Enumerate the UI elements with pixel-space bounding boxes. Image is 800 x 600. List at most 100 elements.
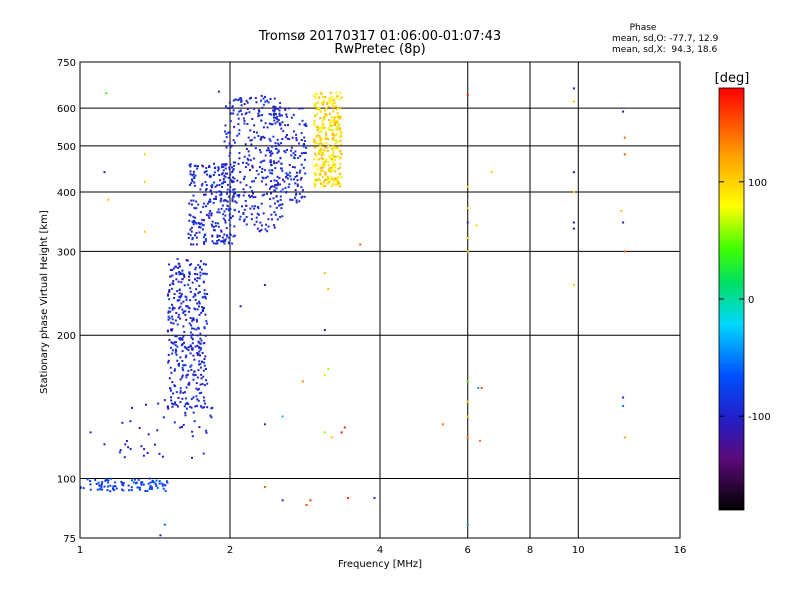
data-point [242,161,244,164]
data-point [188,273,191,275]
data-point [323,165,326,168]
data-point [242,188,245,191]
data-point [327,160,330,163]
data-point [253,223,256,226]
data-point [198,360,201,363]
data-point [233,234,236,237]
data-point [263,486,266,488]
data-point [234,141,236,144]
data-point [233,164,236,167]
data-point [142,483,145,486]
data-point [298,142,300,145]
y-tick-label: 75 [63,534,76,545]
data-point [314,173,317,176]
data-point [86,478,89,481]
data-point [338,117,341,120]
data-point [217,169,220,172]
data-point [202,165,204,168]
data-point [229,224,232,227]
data-point [339,128,342,131]
data-point [226,200,229,203]
data-point [181,269,184,272]
data-point [269,98,272,100]
data-point [269,172,272,175]
data-point [190,324,193,327]
data-point [190,263,193,266]
data-point [181,350,184,353]
data-point [258,230,261,232]
data-point [245,223,248,226]
data-point [248,194,250,197]
data-point [233,125,236,128]
data-point [270,192,273,195]
data-point [316,141,318,144]
data-point [279,157,282,160]
data-point [175,341,177,344]
data-point [203,171,206,174]
data-point [255,169,258,172]
data-point [316,168,319,171]
data-point [272,160,275,163]
data-point [187,232,190,235]
data-point [185,354,188,357]
data-point [203,364,206,367]
data-point [319,173,322,176]
data-point [285,190,288,193]
data-point [139,486,141,489]
data-point [147,433,150,436]
data-point [322,152,324,154]
data-point [326,101,329,104]
data-point [199,332,202,335]
data-point [237,162,240,165]
data-point [169,310,172,313]
data-point [242,194,245,197]
data-point [222,213,225,216]
data-point [222,165,225,168]
data-point [220,191,223,194]
data-point [325,136,328,139]
data-point [191,178,193,181]
data-point [167,310,170,313]
data-point [260,119,263,122]
data-point [226,192,228,195]
data-point [122,484,125,487]
data-point [101,488,104,491]
data-point [254,97,257,99]
data-point [331,148,334,151]
data-point [188,271,191,274]
data-point [208,216,211,219]
data-point [233,208,236,211]
data-points [79,87,626,537]
data-point [229,120,232,123]
data-point [89,431,92,434]
data-point [334,124,336,126]
data-point [336,146,339,149]
data-point [250,143,253,146]
data-point [337,155,339,158]
data-point [187,346,190,349]
data-point [179,391,182,394]
data-point [183,391,186,394]
data-point [168,263,170,266]
data-point [260,180,263,183]
data-point [203,289,206,292]
data-point [100,482,103,485]
data-point [203,241,206,244]
data-point [192,194,195,197]
data-point [171,303,173,306]
data-point [195,395,198,398]
data-point [303,140,306,143]
data-point [122,489,125,492]
data-point [198,302,201,305]
data-point [162,487,165,490]
data-point [279,183,282,186]
data-point [322,143,325,146]
data-point [295,139,298,142]
data-point [198,392,201,395]
data-point [158,482,161,485]
data-point [206,406,209,409]
data-point [313,165,316,168]
data-point [332,145,335,148]
data-point [329,125,332,128]
data-point [175,391,178,394]
